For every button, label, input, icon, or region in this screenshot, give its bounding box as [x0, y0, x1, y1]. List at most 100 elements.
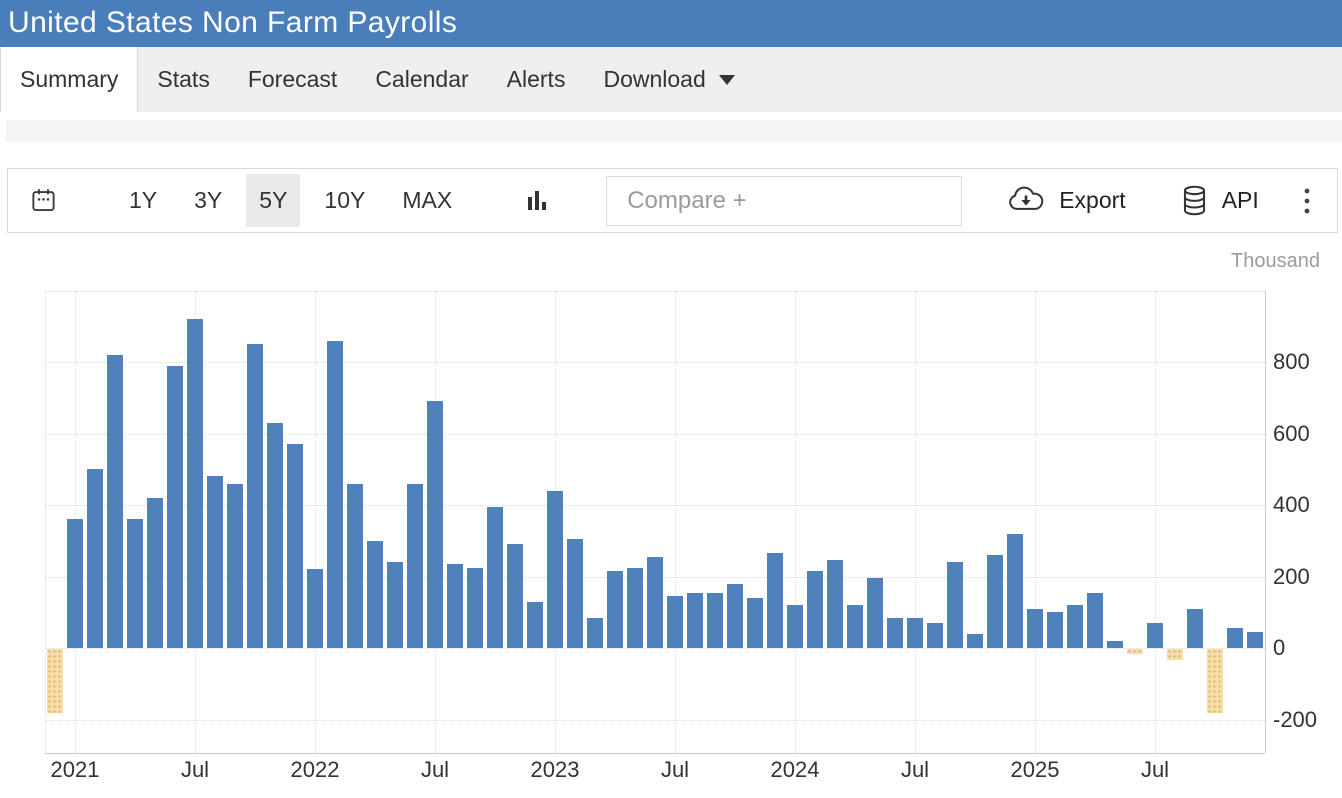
payroll-bar-oct-2025[interactable] — [1207, 649, 1223, 714]
export-label: Export — [1059, 187, 1126, 213]
y-axis-tick: 200 — [1273, 563, 1310, 589]
compare-field-wrap — [606, 175, 963, 226]
gridline-v — [1035, 290, 1036, 753]
payroll-bar-may-2024[interactable] — [867, 578, 883, 648]
payroll-bar-feb-2025[interactable] — [1047, 612, 1063, 648]
payroll-bar-jun-2025[interactable] — [1127, 649, 1143, 655]
payroll-bar-dec-2020[interactable] — [47, 649, 63, 714]
tab-calendar[interactable]: Calendar — [356, 47, 487, 112]
payroll-bar-jan-2022[interactable] — [307, 569, 323, 648]
x-axis-tick: 2021 — [50, 757, 100, 782]
gridline-h — [45, 648, 1265, 649]
more-options-button[interactable] — [1303, 187, 1311, 215]
payroll-bar-aug-2024[interactable] — [927, 622, 943, 648]
date-range-button[interactable] — [30, 187, 57, 214]
database-icon — [1183, 185, 1205, 216]
payroll-bar-mar-2024[interactable] — [827, 560, 843, 648]
tab-alerts[interactable]: Alerts — [488, 47, 585, 112]
payroll-bar-apr-2023[interactable] — [607, 571, 623, 648]
payroll-bar-sep-2024[interactable] — [947, 562, 963, 648]
payroll-bar-dec-2022[interactable] — [527, 601, 543, 648]
payroll-bar-may-2025[interactable] — [1107, 640, 1123, 648]
payroll-bar-oct-2021[interactable] — [247, 344, 263, 648]
payroll-bar-mar-2021[interactable] — [107, 354, 123, 648]
compare-input[interactable] — [606, 175, 963, 226]
payroll-bar-nov-2024[interactable] — [987, 555, 1003, 648]
payroll-bar-aug-2023[interactable] — [687, 592, 703, 648]
payroll-bar-nov-2021[interactable] — [267, 422, 283, 648]
payroll-bar-jan-2023[interactable] — [547, 490, 563, 648]
payroll-bar-dec-2025[interactable] — [1247, 631, 1263, 648]
bar-chart-type-icon — [528, 191, 547, 210]
payroll-bar-jun-2023[interactable] — [647, 556, 663, 648]
payroll-bar-may-2021[interactable] — [147, 497, 163, 648]
payroll-bar-may-2023[interactable] — [627, 567, 643, 648]
payroll-bar-jul-2023[interactable] — [667, 596, 683, 648]
payroll-bar-jul-2021[interactable] — [187, 319, 203, 648]
gridline-v — [795, 290, 796, 753]
range-selector: 1Y 3Y 5Y 10Y MAX — [105, 174, 465, 227]
tab-forecast[interactable]: Forecast — [229, 47, 356, 112]
payroll-bar-feb-2021[interactable] — [87, 469, 103, 648]
payroll-bar-jan-2025[interactable] — [1027, 608, 1043, 648]
payroll-bar-jul-2022[interactable] — [427, 401, 443, 648]
payroll-bar-sep-2023[interactable] — [707, 592, 723, 648]
payroll-bar-mar-2025[interactable] — [1067, 605, 1083, 648]
payroll-bar-oct-2024[interactable] — [967, 633, 983, 648]
payroll-bar-oct-2023[interactable] — [727, 583, 743, 648]
gridline-h — [45, 290, 1265, 292]
payroll-bar-jun-2022[interactable] — [407, 483, 423, 648]
x-axis-tick: 2025 — [1010, 757, 1060, 782]
payroll-bar-jan-2024[interactable] — [787, 605, 803, 648]
tab-stats[interactable]: Stats — [138, 47, 228, 112]
x-axis-tick: Jul — [900, 757, 930, 782]
panel-divider-band — [6, 120, 1342, 142]
payroll-bar-jul-2025[interactable] — [1147, 622, 1163, 648]
tab-download-label: Download — [603, 66, 706, 92]
payroll-bar-feb-2022[interactable] — [327, 340, 343, 648]
payroll-bar-jun-2021[interactable] — [167, 365, 183, 648]
range-10y-button[interactable]: 10Y — [311, 174, 378, 227]
y-axis-line — [1265, 290, 1266, 753]
range-max-button[interactable]: MAX — [389, 174, 465, 227]
chart-type-button[interactable] — [527, 188, 548, 213]
payroll-bar-dec-2023[interactable] — [767, 553, 783, 648]
kebab-menu-icon — [1304, 188, 1310, 213]
tab-forecast-label: Forecast — [247, 66, 338, 92]
payroll-bar-feb-2024[interactable] — [807, 571, 823, 648]
payroll-bar-apr-2025[interactable] — [1087, 592, 1103, 648]
range-5y-button[interactable]: 5Y — [246, 174, 301, 227]
tab-download[interactable]: Download — [584, 47, 753, 112]
tab-alerts-label: Alerts — [506, 66, 566, 92]
payroll-bar-nov-2025[interactable] — [1227, 628, 1243, 648]
payroll-bar-jan-2021[interactable] — [67, 519, 83, 648]
range-1y-button[interactable]: 1Y — [116, 174, 170, 227]
payroll-bar-jun-2024[interactable] — [887, 617, 903, 648]
payroll-bar-aug-2025[interactable] — [1167, 649, 1183, 660]
payroll-bar-aug-2022[interactable] — [447, 563, 463, 648]
tab-summary[interactable]: Summary — [1, 47, 139, 112]
payroll-bar-may-2022[interactable] — [387, 562, 403, 648]
payroll-bar-mar-2023[interactable] — [587, 617, 603, 648]
payroll-bar-sep-2025[interactable] — [1187, 608, 1203, 648]
payroll-bar-aug-2021[interactable] — [207, 476, 223, 648]
payroll-bar-sep-2022[interactable] — [467, 567, 483, 648]
payroll-bar-oct-2022[interactable] — [487, 506, 503, 648]
payroll-bar-dec-2024[interactable] — [1007, 533, 1023, 648]
y-axis-tick: 600 — [1273, 420, 1310, 446]
api-button[interactable]: API — [1180, 185, 1259, 216]
payroll-bar-nov-2023[interactable] — [747, 597, 763, 648]
y-axis-tick: -200 — [1273, 706, 1318, 732]
payroll-bar-sep-2021[interactable] — [227, 483, 243, 648]
payroll-bar-mar-2022[interactable] — [347, 483, 363, 648]
gridline-v — [1155, 290, 1156, 753]
payroll-bar-jul-2024[interactable] — [907, 617, 923, 648]
export-button[interactable]: Export — [1006, 186, 1126, 215]
payroll-bar-apr-2022[interactable] — [367, 540, 383, 648]
payroll-bar-apr-2024[interactable] — [847, 605, 863, 648]
payroll-bar-apr-2021[interactable] — [127, 519, 143, 648]
payroll-bar-feb-2023[interactable] — [567, 538, 583, 648]
payroll-bar-dec-2021[interactable] — [287, 444, 303, 648]
payroll-bar-nov-2022[interactable] — [507, 544, 523, 648]
range-3y-button[interactable]: 3Y — [181, 174, 235, 227]
